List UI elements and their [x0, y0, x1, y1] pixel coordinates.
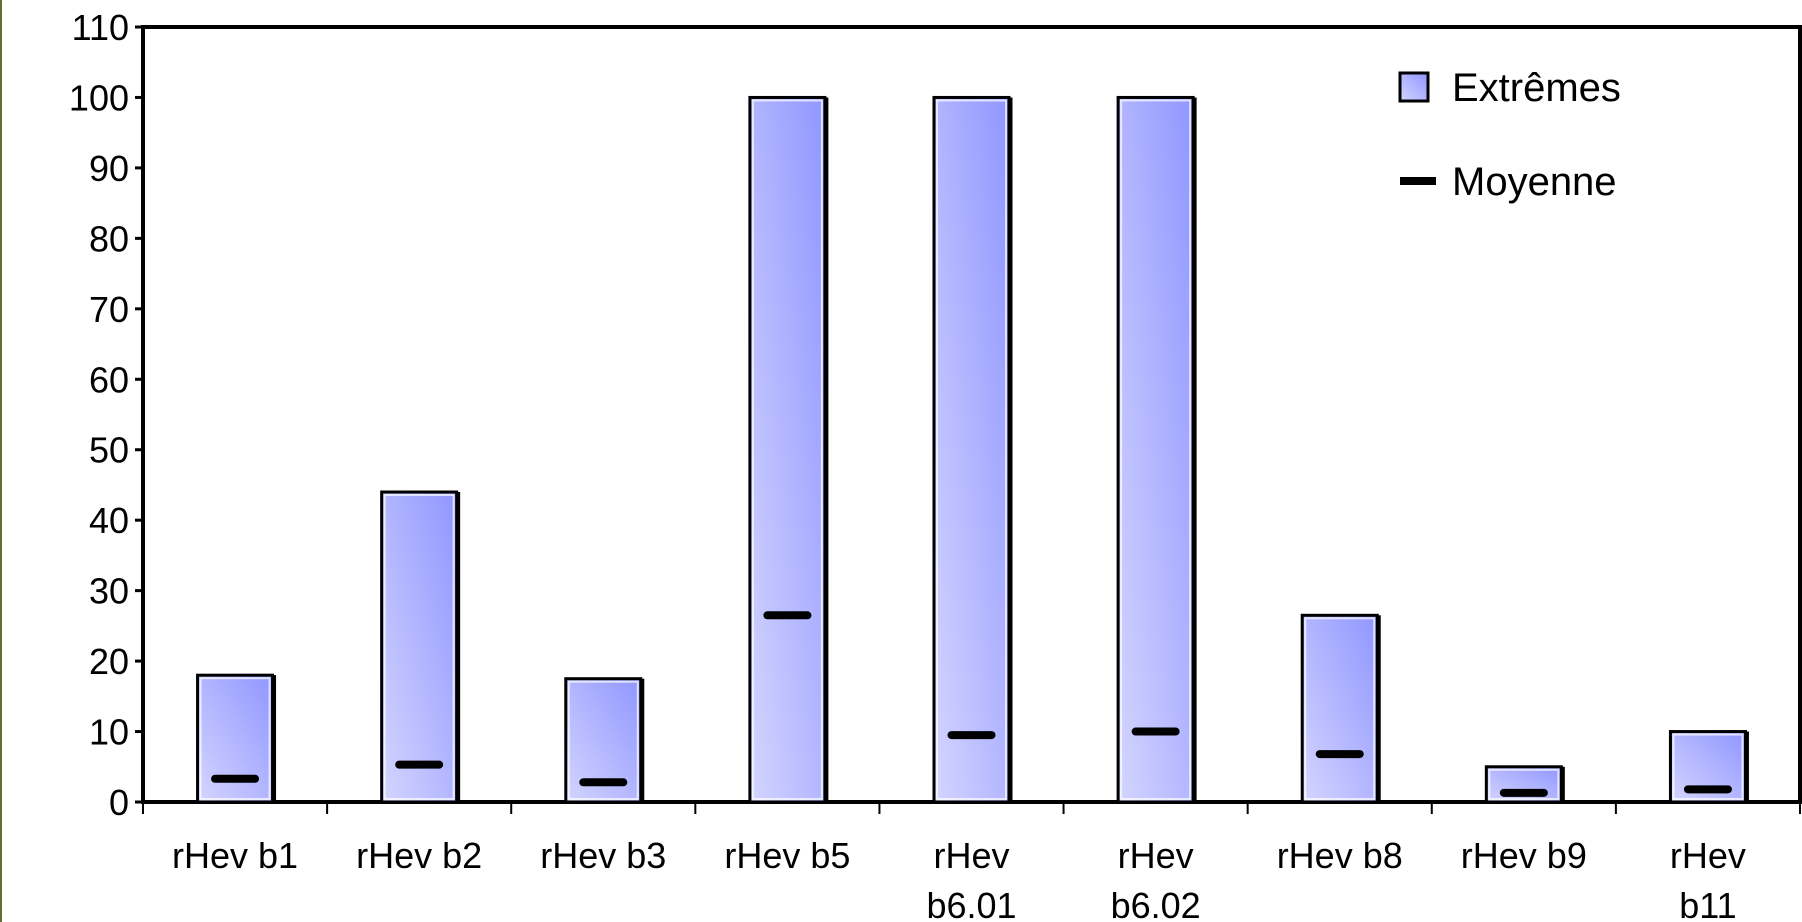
bar-extremes-rim-7 — [1488, 768, 1560, 800]
bar-extremes-rim-4 — [936, 99, 1007, 801]
bar-extremes-rim-5 — [1120, 99, 1192, 801]
y-tick-label-6: 60 — [89, 359, 129, 400]
x-tick-label-5-0: rHev — [1118, 835, 1194, 876]
bar-extremes-4 — [932, 95, 1011, 804]
bar-extremes-6 — [1300, 613, 1379, 804]
x-tick-label-5-1: b6.02 — [1111, 885, 1201, 922]
y-tick-label-4: 40 — [89, 500, 129, 541]
bar-extremes-rim-6 — [1304, 617, 1376, 801]
left-edge-line — [0, 0, 2, 922]
bar-extremes-rim-1 — [383, 494, 455, 800]
bar-extremes-0 — [196, 673, 275, 804]
y-tick-label-11: 110 — [72, 7, 129, 48]
y-tick-label-9: 90 — [89, 148, 129, 189]
x-tick-label-2: rHev b3 — [540, 835, 666, 876]
y-tick-label-2: 20 — [89, 641, 129, 682]
y-tick-label-10: 100 — [69, 77, 129, 118]
bar-extremes-1 — [380, 490, 459, 804]
y-tick-label-5: 50 — [89, 430, 129, 471]
legend-label-extremes: Extrêmes — [1452, 66, 1621, 110]
legend-swatch-extremes — [1398, 71, 1430, 103]
y-tick-label-7: 70 — [89, 289, 129, 330]
x-tick-label-8-0: rHev — [1670, 835, 1746, 876]
x-tick-label-1: rHev b2 — [356, 835, 482, 876]
y-tick-label-1: 10 — [89, 712, 129, 753]
x-tick-label-8-1: b11 — [1679, 885, 1736, 922]
x-tick-label-7: rHev b9 — [1461, 835, 1587, 876]
bar-extremes-rim-3 — [751, 99, 823, 801]
bar-extremes-5 — [1116, 95, 1195, 804]
x-tick-label-4-1: b6.01 — [926, 885, 1016, 922]
legend-label-moyenne: Moyenne — [1452, 160, 1617, 204]
x-tick-label-0: rHev b1 — [172, 835, 298, 876]
bar-extremes-rim-0 — [199, 677, 271, 801]
y-tick-label-3: 30 — [89, 571, 129, 612]
bar-extremes-rim-8 — [1672, 733, 1744, 801]
x-tick-label-6: rHev b8 — [1277, 835, 1403, 876]
y-tick-label-8: 80 — [89, 218, 129, 259]
x-tick-label-3: rHev b5 — [724, 835, 850, 876]
y-tick-label-0: 0 — [109, 782, 129, 823]
x-tick-label-4-0: rHev — [933, 835, 1009, 876]
bar-extremes-3 — [748, 95, 827, 804]
bar-extremes-rim-2 — [567, 680, 639, 800]
